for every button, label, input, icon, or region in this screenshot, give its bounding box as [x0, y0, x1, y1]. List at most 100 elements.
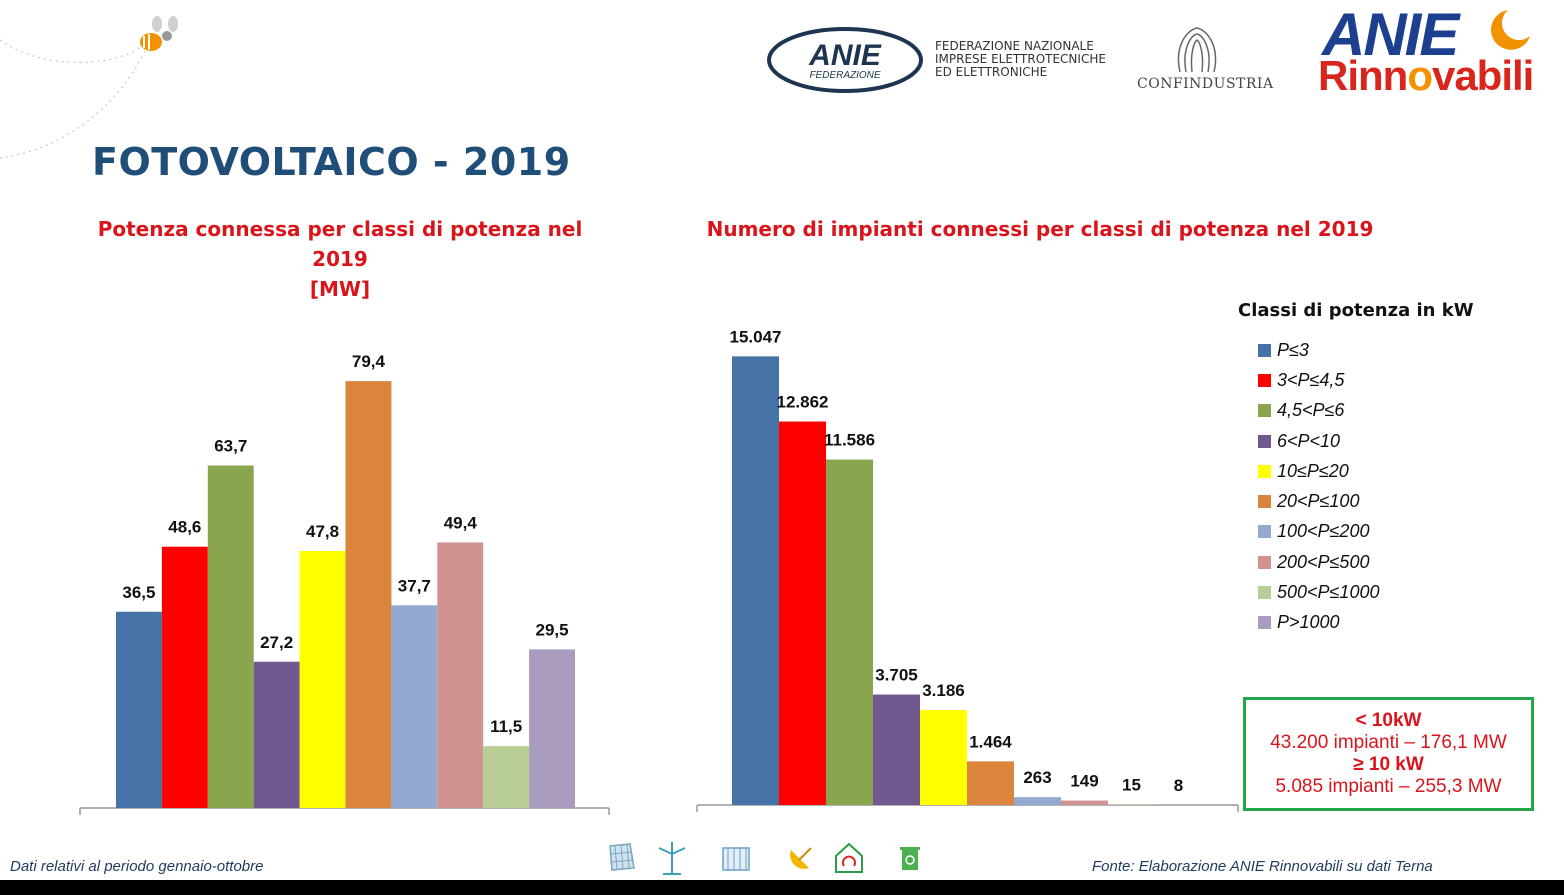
green-house-icon [835, 842, 863, 873]
legend-swatch [1258, 525, 1271, 539]
legend-label: 20<P≤100 [1277, 491, 1360, 512]
anie-fed-line-2: IMPRESE ELETTROTECNICHE [935, 52, 1106, 66]
anie-rinnovabili-logo-bottom: Rinnovabili [1318, 52, 1534, 100]
legend-item: P≤3 [1238, 335, 1474, 365]
legend-swatch [1258, 464, 1271, 478]
bar-value-label: 149 [1070, 772, 1098, 791]
bar-2 [779, 421, 826, 805]
bar-value-label: 11,5 [490, 717, 522, 736]
bar-value-label: 27,2 [260, 633, 293, 652]
bar-value-label: 15.047 [730, 327, 782, 346]
bar-value-label: 36,5 [122, 583, 155, 602]
legend-label: 200<P≤500 [1277, 551, 1370, 572]
anie-fed-line-3: ED ELETTRONICHE [935, 65, 1048, 79]
bar-value-label: 48,6 [168, 518, 201, 537]
anie-federazione-text: FEDERAZIONE NAZIONALE IMPRESE ELETTROTEC… [935, 40, 1106, 79]
bar-value-label: 15 [1122, 776, 1141, 795]
legend-swatch [1258, 434, 1271, 448]
bar-1 [116, 611, 162, 808]
bar-10 [529, 649, 575, 808]
legend-item: P>1000 [1238, 608, 1474, 638]
summary-line-4: 5.085 impianti – 255,3 MW [1275, 776, 1502, 797]
bar-value-label: 1.464 [969, 732, 1012, 751]
anie-rinnovabili-logo-part-3: vabili [1431, 52, 1534, 99]
decorative-dotted-curve [0, 39, 151, 159]
bar-4 [873, 694, 920, 805]
bar-4 [253, 661, 300, 808]
bar-7 [391, 605, 438, 808]
bar-7 [1014, 797, 1061, 805]
bar-value-label: 3.705 [875, 666, 918, 685]
legend-swatch [1258, 616, 1271, 630]
bar-value-label: 11.586 [824, 431, 875, 450]
bar-6 [967, 761, 1014, 805]
legend-swatch [1258, 404, 1271, 418]
bar-3 [207, 465, 254, 808]
legend-label: 100<P≤200 [1277, 521, 1370, 542]
confindustria-logo-icon [1177, 27, 1217, 73]
anie-rinnovabili-logo-part-1: Rinn [1318, 52, 1408, 99]
bar-3 [826, 459, 873, 805]
legend-item: 20<P≤100 [1238, 486, 1474, 516]
legend-label: 500<P≤1000 [1277, 582, 1380, 603]
bar-value-label: 63,7 [214, 437, 247, 456]
wind-turbine-icon [658, 842, 686, 875]
legend-label: 4,5<P≤6 [1277, 400, 1345, 421]
anie-fed-line-1: FEDERAZIONE NAZIONALE [935, 39, 1094, 53]
bar-8 [437, 542, 484, 808]
legend-swatch [1258, 373, 1271, 387]
anie-federazione-logo-sub: FEDERAZIONE [809, 70, 880, 81]
anie-federazione-logo: ANIE FEDERAZIONE [767, 27, 923, 93]
chart2-title: Numero di impianti connessi per classi d… [706, 217, 1374, 241]
legend-label: 10≤P≤20 [1277, 460, 1349, 481]
legend-swatch [1258, 555, 1271, 569]
anie-federazione-logo-text: ANIE [808, 39, 882, 72]
legend-swatch [1258, 495, 1271, 509]
legend-title: Classi di potenza in kW [1238, 300, 1474, 321]
bar-8 [1061, 800, 1108, 805]
legend-item: 200<P≤500 [1238, 547, 1474, 577]
summary-line-3: ≥ 10 kW [1353, 754, 1424, 775]
bar-2 [161, 546, 208, 808]
legend-label: 6<P<10 [1277, 430, 1341, 451]
legend-swatch [1258, 586, 1271, 600]
chart1-title-line2: [MW] [309, 277, 371, 301]
chart-legend: Classi di potenza in kW P≤3 3<P≤4,5 4,5<P≤… [1238, 300, 1474, 638]
bar-value-label: 47,8 [306, 522, 339, 541]
bar-value-label: 3.186 [922, 681, 965, 700]
bar-value-label: 29,5 [536, 620, 569, 639]
legend-label: 3<P≤4,5 [1277, 369, 1345, 390]
legend-item: 4,5<P≤6 [1238, 396, 1474, 426]
bar-value-label: 79,4 [352, 352, 386, 371]
satellite-dish-icon [790, 847, 812, 869]
bar-value-label: 37,7 [398, 576, 431, 595]
legend-swatch [1258, 343, 1271, 357]
page-title: FOTOVOLTAICO - 2019 [92, 140, 571, 184]
chart1-title-line1: Potenza connessa per classi di potenza n… [97, 217, 583, 271]
bar-value-label: 49,4 [444, 513, 478, 532]
summary-line-2: 43.200 impianti – 176,1 MW [1270, 732, 1507, 753]
legend-item: 6<P<10 [1238, 426, 1474, 456]
legend-item: 3<P≤4,5 [1238, 365, 1474, 395]
legend-item: 500<P≤1000 [1238, 577, 1474, 607]
anie-rinnovabili-logo-top: ANIE [1322, 1, 1459, 68]
bar-9 [483, 746, 530, 808]
bar-value-label: 263 [1023, 768, 1051, 787]
legend-label: P>1000 [1277, 612, 1340, 633]
bar-6 [345, 381, 392, 808]
bar-1 [732, 356, 779, 805]
sun-moon-icon [1490, 10, 1530, 50]
legend-item: 10≤P≤20 [1238, 456, 1474, 486]
bottom-bar [0, 880, 1564, 895]
solar-panel-icon [609, 843, 635, 871]
footnote-source: Fonte: Elaborazione ANIE Rinnovabili su … [1092, 858, 1433, 875]
hydro-icon [722, 847, 750, 871]
summary-box: < 10kW 43.200 impianti – 176,1 MW ≥ 10 k… [1243, 697, 1534, 811]
anie-rinnovabili-logo-part-2: o [1407, 52, 1433, 99]
legend-label: P≤3 [1277, 339, 1309, 360]
bar-5 [299, 551, 346, 808]
bee-icon [140, 16, 178, 51]
bar-value-label: 12.862 [777, 393, 829, 412]
